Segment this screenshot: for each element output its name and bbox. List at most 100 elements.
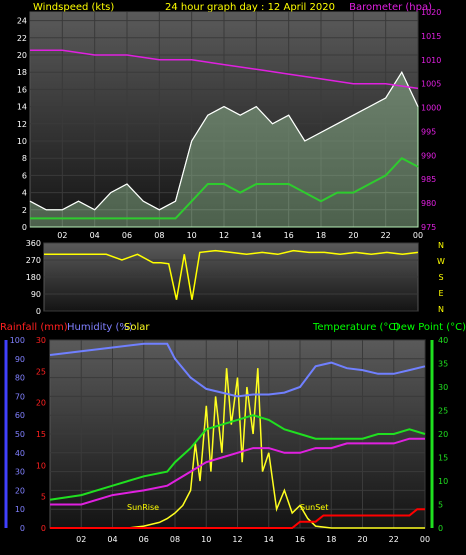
- rainfall-tick-label: 30: [36, 336, 46, 345]
- humidity-tick-label: 30: [15, 468, 25, 477]
- wind-tick-label: 24: [17, 17, 27, 26]
- compass-label: S: [438, 273, 443, 282]
- barometer-tick-label: 1010: [421, 56, 441, 65]
- temperature-tick-label: 25: [438, 407, 448, 416]
- temperature-right-axis: 0 5 10 15 20 25 30 35 40: [438, 336, 448, 533]
- barometer-axis-title: Barometer (hpa): [349, 2, 432, 13]
- lower-x-tick-label: 04: [107, 535, 117, 544]
- humidity-tick-label: 10: [15, 505, 25, 514]
- lower-x-tick-label: 00: [420, 535, 430, 544]
- barometer-tick-label: 1020: [421, 8, 441, 17]
- direction-tick-label: 360: [26, 239, 41, 248]
- barometer-tick-label: 1015: [421, 32, 441, 41]
- lower-x-tick-label: 14: [264, 535, 274, 544]
- wind-x-tick-label: 06: [122, 231, 132, 240]
- barometer-line: [30, 49, 419, 90]
- temperature-tick-label: 20: [438, 430, 448, 439]
- barometer-tick-label: 980: [421, 199, 436, 208]
- rainfall-left-axis: 0 5 10 15 20 25 30: [36, 336, 46, 533]
- barometer-tick-label: 985: [421, 175, 436, 184]
- sunrise-label: SunRise: [127, 503, 159, 512]
- temperature-tick-label: 35: [438, 360, 448, 369]
- compass-label: N: [438, 305, 444, 314]
- rainfall-axis-title: Rainfall (mm): [0, 322, 68, 333]
- humidity-line: [49, 342, 426, 398]
- wind-x-tick-label: 02: [57, 231, 67, 240]
- rainfall-tick-label: 5: [41, 493, 46, 502]
- lower-x-tick-label: 22: [389, 535, 399, 544]
- temperature-tick-label: 5: [438, 501, 443, 510]
- lower-x-tick-label: 20: [357, 535, 367, 544]
- humidity-tick-label: 40: [15, 449, 25, 458]
- lower-series: [49, 342, 426, 529]
- humidity-tick-label: 60: [15, 411, 25, 420]
- rainfall-tick-label: 15: [36, 430, 46, 439]
- wind-mean-line: [30, 156, 419, 220]
- wind-x-tick-label: 20: [348, 231, 358, 240]
- humidity-left-axis: 0 10 20 30 40 50 60 70 80 90 100: [10, 336, 25, 533]
- temperature-tick-label: 0: [438, 524, 443, 533]
- graph-title: 24 hour graph day : 12 April 2020: [165, 2, 335, 13]
- wind-tick-label: 4: [22, 189, 27, 198]
- humidity-tick-label: 100: [10, 336, 25, 345]
- direction-tick-label: 90: [31, 290, 41, 299]
- wind-tick-label: 8: [22, 154, 27, 163]
- wind-x-tick-label: 18: [316, 231, 326, 240]
- wind-x-tick-label: 14: [251, 231, 261, 240]
- temperature-tick-label: 30: [438, 383, 448, 392]
- direction-tick-label: 0: [36, 307, 41, 316]
- wind-tick-label: 12: [17, 120, 27, 129]
- wind-tick-label: 10: [17, 137, 27, 146]
- lower-x-tick-label: 18: [326, 535, 336, 544]
- barometer-tick-label: 990: [421, 151, 436, 160]
- wind-x-axis: 02 04 06 08 10 12 14 16 18 20 22 00: [57, 231, 423, 240]
- wind-x-tick-label: 10: [187, 231, 197, 240]
- wind-tick-label: 16: [17, 85, 27, 94]
- compass-label: W: [437, 257, 445, 266]
- direction-tick-label: 270: [26, 256, 41, 265]
- lower-x-tick-label: 08: [170, 535, 180, 544]
- humidity-tick-label: 0: [20, 524, 25, 533]
- wind-tick-label: 2: [22, 206, 27, 215]
- windspeed-axis-title: Windspeed (kts): [33, 2, 114, 13]
- wind-x-tick-label: 16: [284, 231, 294, 240]
- wind-tick-label: 0: [22, 223, 27, 232]
- temperature-tick-label: 10: [438, 477, 448, 486]
- humidity-tick-label: 70: [15, 392, 25, 401]
- lower-x-tick-label: 12: [232, 535, 242, 544]
- compass-label: E: [438, 289, 443, 298]
- humidity-tick-label: 20: [15, 486, 25, 495]
- barometer-tick-label: 1000: [421, 104, 441, 113]
- wind-x-tick-label: 04: [90, 231, 100, 240]
- dew-point-line: [50, 437, 425, 506]
- wind-series: [29, 49, 419, 228]
- wind-x-tick-label: 00: [413, 231, 423, 240]
- temperature-tick-label: 15: [438, 454, 448, 463]
- barometer-tick-label: 975: [421, 223, 436, 232]
- barometer-right-axis: 975 980 985 990 995 1000 1005 1010 1015 1020: [421, 8, 441, 232]
- rainfall-tick-label: 10: [36, 461, 46, 470]
- direction-line: [44, 249, 419, 300]
- wind-gust-line: [29, 70, 419, 211]
- wind-tick-label: 20: [17, 51, 27, 60]
- wind-tick-label: 18: [17, 68, 27, 77]
- wind-tick-label: 14: [17, 103, 27, 112]
- sunset-label: SunSet: [300, 503, 328, 512]
- direction-grid: [44, 242, 418, 312]
- lower-x-tick-label: 02: [76, 535, 86, 544]
- lower-x-tick-label: 10: [201, 535, 211, 544]
- solar-axis-title: Solar: [124, 322, 150, 333]
- rainfall-line: [50, 508, 425, 529]
- wind-x-tick-label: 12: [219, 231, 229, 240]
- rainfall-tick-label: 25: [36, 367, 46, 376]
- wind-x-tick-label: 22: [381, 231, 391, 240]
- wind-tick-label: 6: [22, 171, 27, 180]
- temperature-axis-title: Temperature (°C): [312, 322, 399, 333]
- dew-point-axis-title: Dew Point (°C): [393, 322, 466, 333]
- direction-series: [44, 249, 419, 300]
- barometer-tick-label: 1005: [421, 80, 441, 89]
